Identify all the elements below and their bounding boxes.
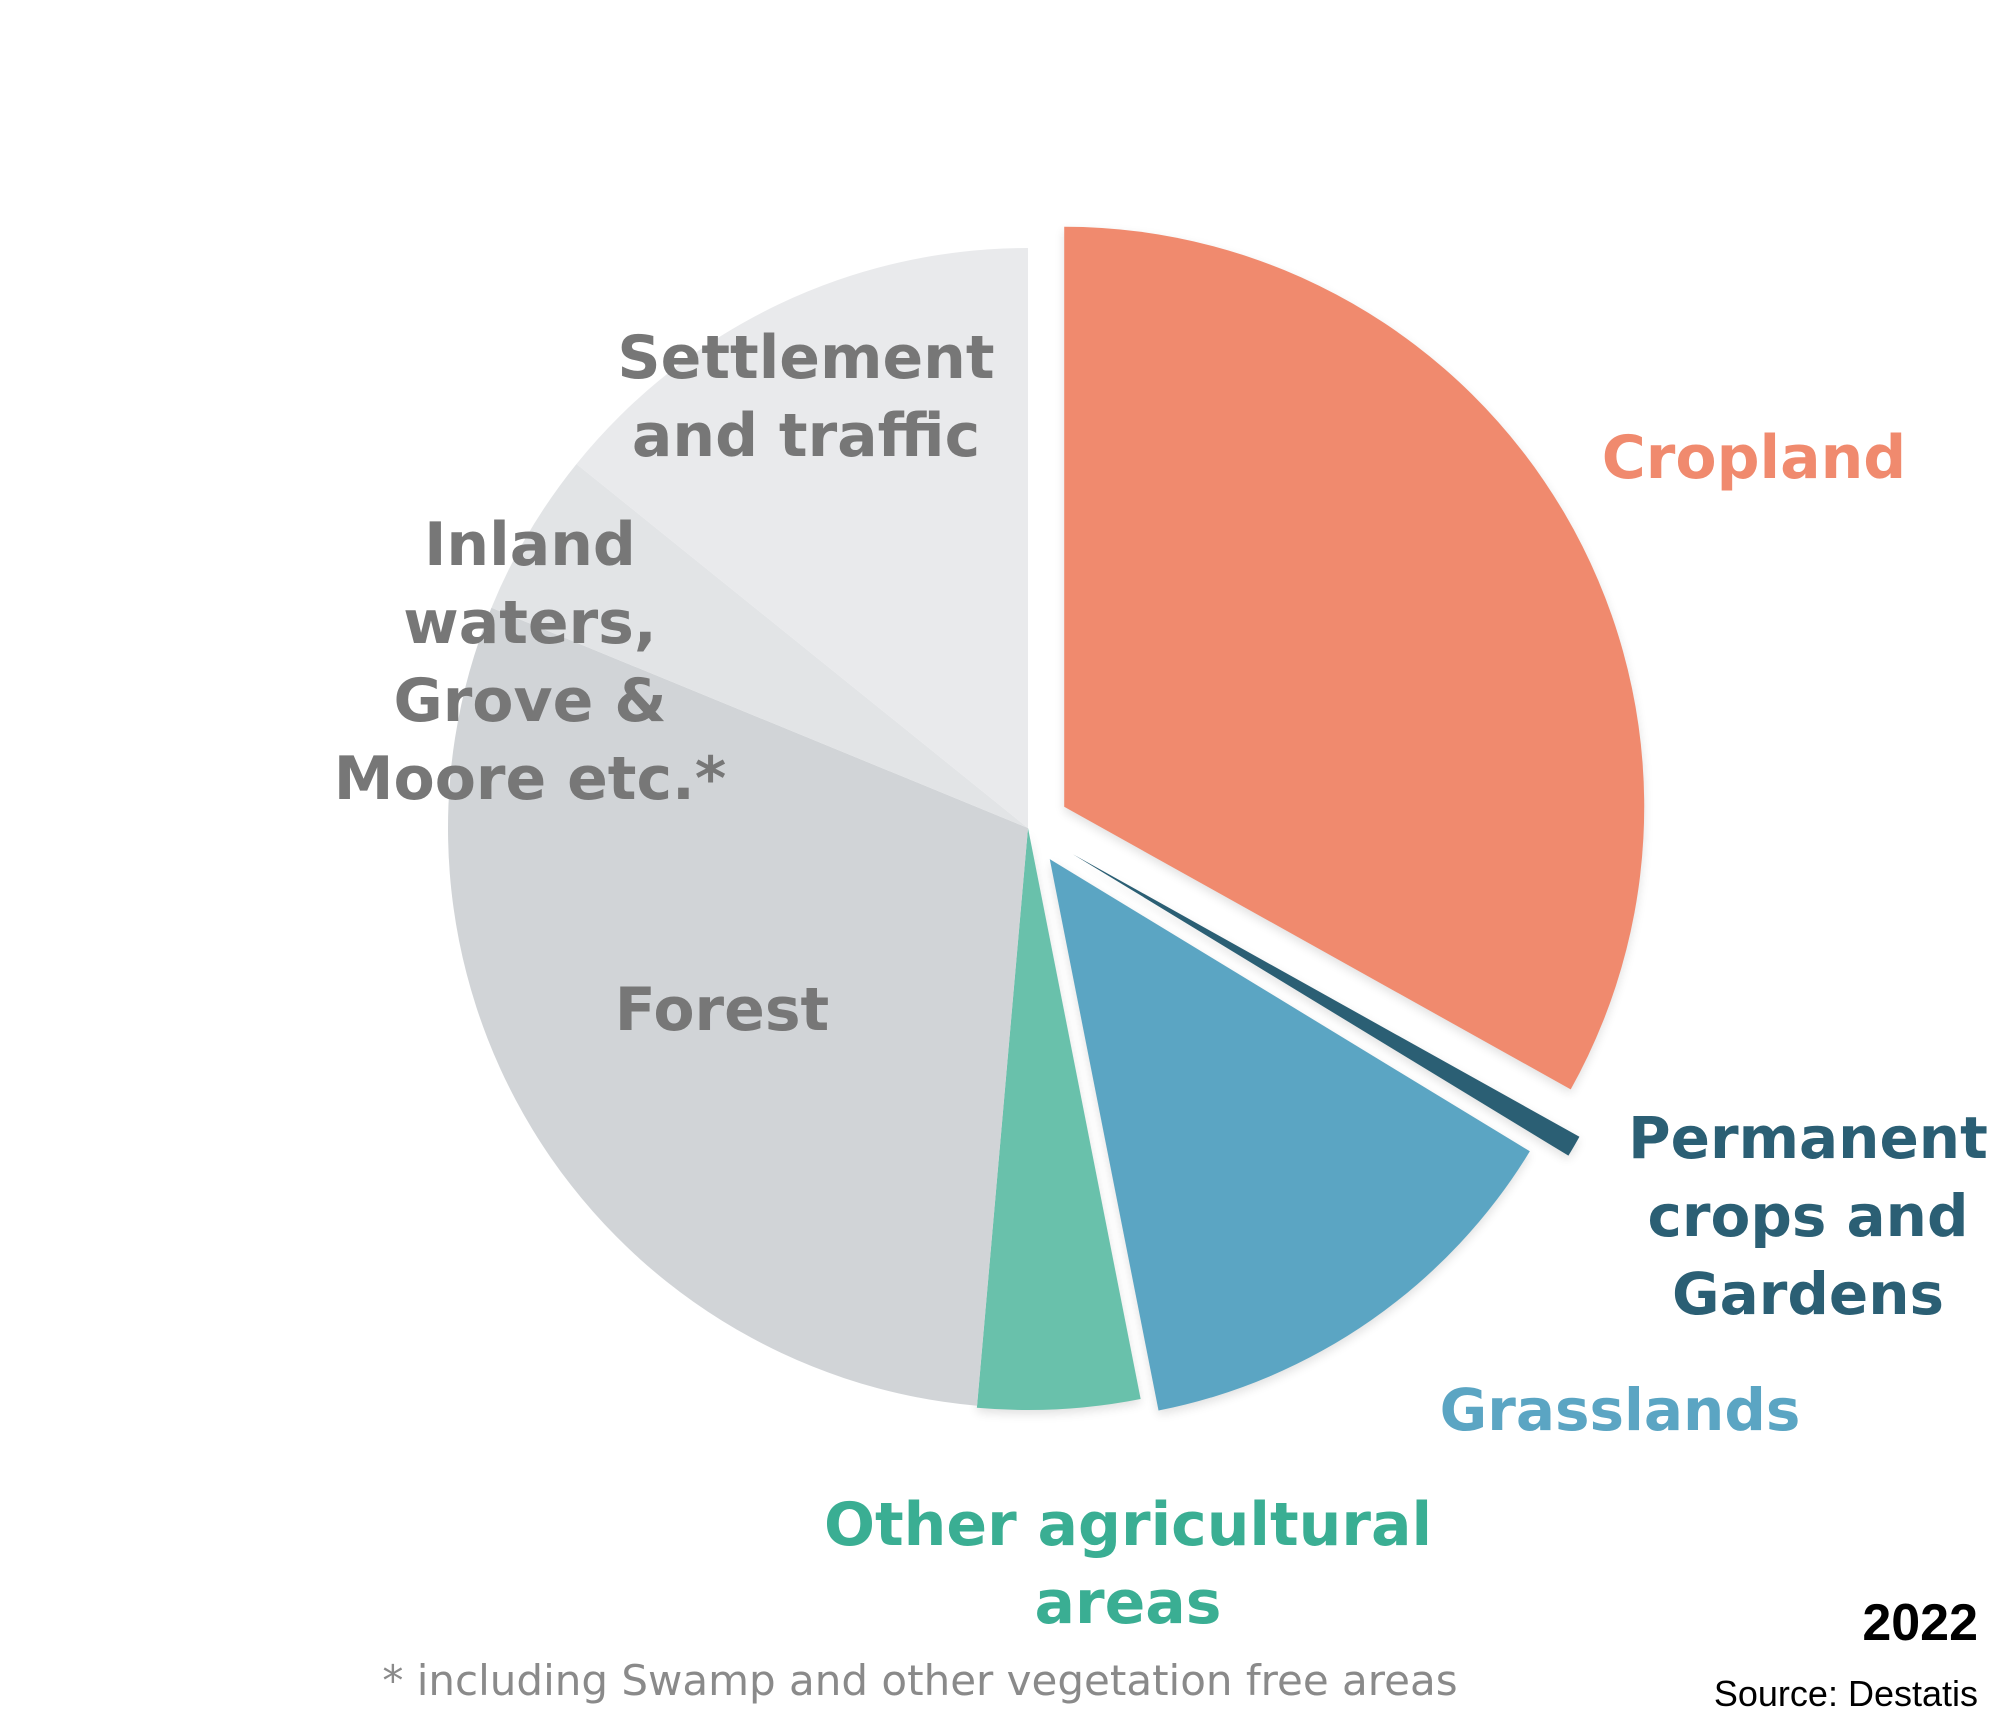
pie-slice-settlement-and-traffic [576,248,1028,828]
footnote: * including Swamp and other vegetation f… [382,1656,1457,1705]
slice-label-line: crops and [1647,1182,1968,1250]
pie-slice-cropland [1064,226,1645,1090]
slice-label-line: Gardens [1672,1260,1944,1328]
slice-label-line: Other agricultural [824,1490,1432,1560]
slice-label-forest: Forest [615,975,829,1045]
slice-label-line: Moore etc.* [334,744,726,814]
slice-label-line: areas [1035,1568,1222,1638]
pie-slice-permanent-crops-and-gardens [1072,854,1580,1156]
year-label: 2022 [1862,1594,1978,1652]
slice-label-grasslands: Grasslands [1440,1376,1801,1444]
slice-label-other-agricultural-areas: Other agricultural areas [824,1490,1432,1638]
slice-label-settlement-and-traffic: Settlement and traffic [617,323,994,471]
pie-slice-forest [447,607,1028,1406]
slice-label-line: Grove & [393,666,666,736]
source-label: Source: Destatis [1714,1673,1978,1714]
slice-label-line: Settlement [617,323,994,393]
pie-slice-other-agricultural-areas [976,828,1141,1410]
slice-label-line: and traffic [632,401,980,471]
slice-label-line: Cropland [1602,423,1907,493]
slice-label-cropland: Cropland [1602,423,1907,493]
slice-label-line: Grasslands [1440,1376,1801,1444]
pie-slice-grasslands [1049,859,1530,1411]
slice-label-line: Permanent [1628,1104,1988,1172]
slice-label-permanent-crops-and-gardens: Permanent crops and Gardens [1628,1104,1988,1328]
slice-label-inland-waters-grove-moore-etc: Inland waters, Grove & Moore etc.* [334,510,726,814]
pie-slice-inland-waters-grove-moore-etc [491,463,1029,828]
slice-label-line: waters, [403,588,656,658]
slice-label-line: Inland [424,510,636,580]
slice-label-line: Forest [615,975,829,1045]
